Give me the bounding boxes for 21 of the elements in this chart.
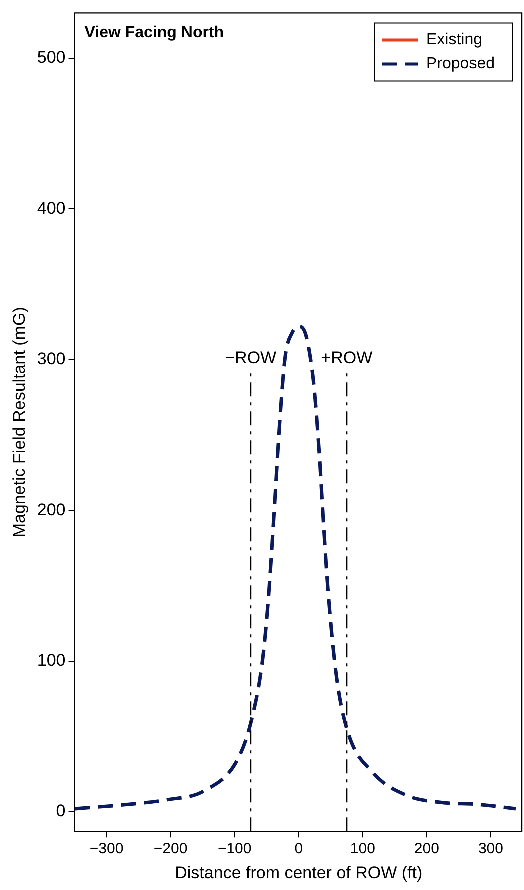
y-axis-title: Magnetic Field Resultant (mG) (10, 307, 29, 538)
annotation: View Facing North (84, 24, 224, 42)
x-tick-label: −100 (218, 840, 252, 858)
legend-label: Proposed (426, 56, 496, 73)
x-tick-label: 200 (414, 840, 440, 858)
x-axis-title: Distance from center of ROW (ft) (175, 863, 423, 882)
ref-line-label: −ROW (225, 348, 277, 368)
x-tick-label: −200 (154, 840, 188, 858)
y-tick-label: 0 (56, 802, 66, 821)
y-tick-label: 300 (37, 350, 66, 369)
line-series (74, 324, 518, 811)
ref-line-label: +ROW (321, 348, 373, 368)
x-tick-label: −300 (90, 840, 124, 858)
x-tick-label: 100 (350, 840, 376, 858)
y-tick-label: 100 (37, 650, 66, 670)
y-tick-label: 500 (37, 48, 66, 68)
y-tick-label: 200 (37, 500, 66, 520)
x-tick-label: 0 (294, 840, 304, 858)
y-tick-label: 400 (37, 198, 66, 218)
x-tick-label: 300 (478, 840, 504, 858)
legend-label: Existing (426, 32, 483, 49)
